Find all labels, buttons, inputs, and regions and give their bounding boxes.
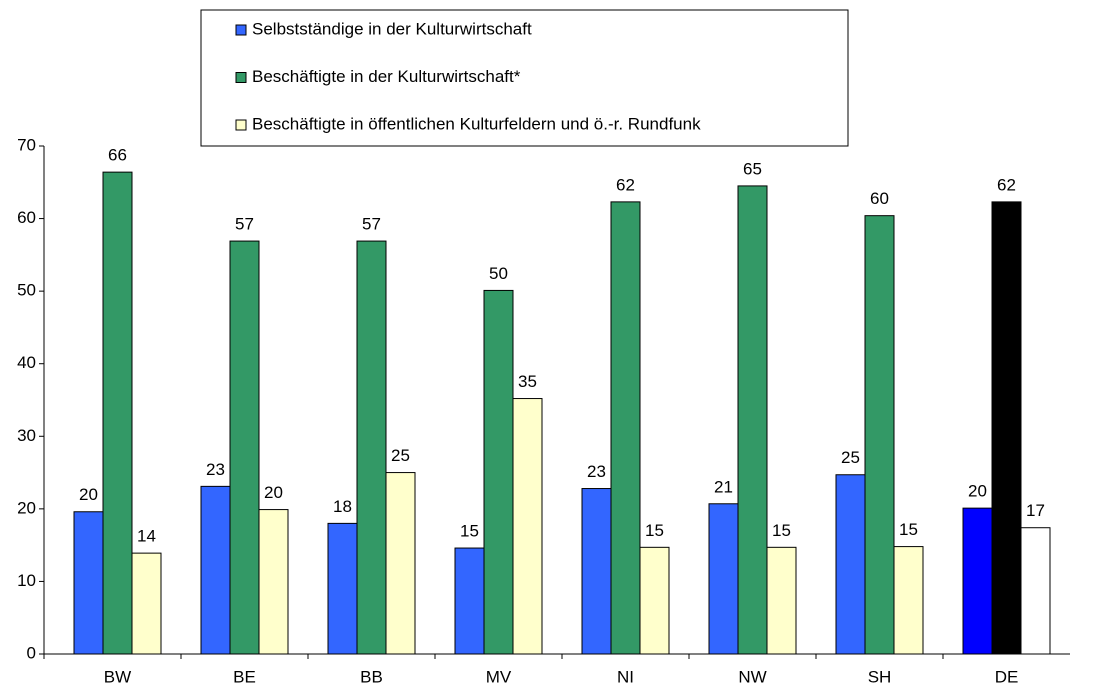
bar	[893, 546, 924, 655]
bar	[610, 201, 641, 655]
bar	[708, 503, 739, 655]
bar	[73, 511, 104, 655]
legend-swatch	[235, 119, 247, 131]
data-label: 20	[264, 483, 283, 502]
data-label: 62	[616, 175, 635, 194]
x-tick-label: DE	[995, 667, 1019, 686]
bar	[737, 185, 768, 655]
bar	[766, 546, 797, 655]
data-label: 50	[489, 264, 508, 283]
x-tick-label: BE	[233, 667, 256, 686]
bar	[385, 472, 416, 655]
bar	[327, 522, 358, 655]
data-label: 25	[391, 446, 410, 465]
y-tick-label: 10	[17, 571, 36, 590]
data-label: 18	[333, 497, 352, 516]
data-label: 20	[968, 482, 987, 501]
bar	[639, 546, 670, 655]
legend-box	[200, 9, 849, 147]
x-tick-label: BW	[104, 667, 131, 686]
bar	[581, 488, 612, 655]
y-tick-label: 60	[17, 208, 36, 227]
data-label: 57	[362, 215, 381, 234]
y-tick-label: 70	[17, 135, 36, 154]
bar	[962, 507, 993, 655]
x-tick-label: BB	[360, 667, 383, 686]
data-label: 20	[79, 485, 98, 504]
data-label: 57	[235, 215, 254, 234]
data-label: 25	[841, 448, 860, 467]
data-label: 15	[460, 522, 479, 541]
bar	[102, 171, 133, 655]
y-tick-label: 20	[17, 498, 36, 517]
x-tick-label: NW	[738, 667, 766, 686]
data-label: 15	[899, 520, 918, 539]
x-tick-label: MV	[486, 667, 512, 686]
bar	[483, 289, 514, 655]
legend-swatch	[235, 24, 247, 36]
data-label: 15	[772, 521, 791, 540]
bar	[258, 509, 289, 655]
bar	[454, 547, 485, 655]
data-label: 65	[743, 159, 762, 178]
y-tick-label: 50	[17, 281, 36, 300]
y-tick-label: 30	[17, 426, 36, 445]
data-label: 14	[137, 527, 156, 546]
data-label: 60	[870, 189, 889, 208]
bar	[512, 398, 543, 655]
bar	[131, 552, 162, 655]
y-tick-label: 40	[17, 353, 36, 372]
bar	[835, 474, 866, 655]
bar	[229, 240, 260, 655]
x-tick-label: NI	[617, 667, 634, 686]
data-label: 21	[714, 477, 733, 496]
data-label: 15	[645, 521, 664, 540]
data-label: 62	[997, 175, 1016, 194]
data-label: 17	[1026, 501, 1045, 520]
bar	[1020, 527, 1051, 655]
bar	[864, 215, 895, 655]
bar	[356, 240, 387, 655]
legend-label: Beschäftigte in der Kulturwirtschaft*	[252, 67, 521, 86]
data-label: 66	[108, 146, 127, 165]
bar	[991, 201, 1022, 655]
legend-swatch	[235, 72, 247, 83]
x-tick-label: SH	[868, 667, 892, 686]
bar	[200, 485, 231, 655]
data-label: 35	[518, 372, 537, 391]
legend-label: Selbstständige in der Kulturwirtschaft	[252, 19, 532, 38]
data-label: 23	[206, 460, 225, 479]
y-tick-label: 0	[27, 643, 36, 662]
legend-label: Beschäftigte in öffentlichen Kulturfelde…	[252, 114, 701, 133]
data-label: 23	[587, 462, 606, 481]
